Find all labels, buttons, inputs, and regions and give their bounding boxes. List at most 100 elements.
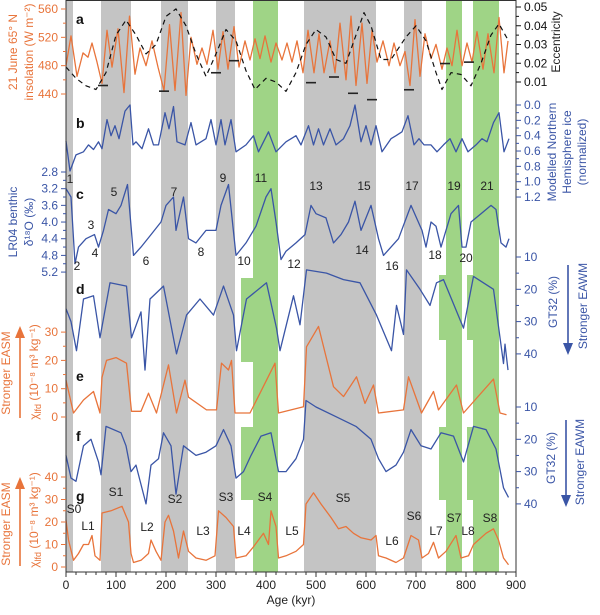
- ice-axis-label-line3: (normalized): [575, 119, 589, 186]
- y-tick-label: 5.2: [41, 265, 58, 279]
- panel-letter-f: f: [76, 428, 81, 444]
- y-tick-label: 0.02: [524, 56, 548, 70]
- x-tick-label: 300: [206, 578, 226, 592]
- series-line-panel-g: [65, 492, 510, 566]
- x-tick-label: 400: [256, 578, 276, 592]
- y-tick-label: 3.2: [41, 182, 58, 196]
- series-line-panel-a: [65, 11, 509, 97]
- x-tick-label: 600: [356, 578, 376, 592]
- mis-stage-label: 21: [480, 179, 494, 193]
- mis-stage-label: 6: [143, 254, 150, 268]
- soil-loess-unit-label: L8: [461, 524, 475, 538]
- soil-loess-unit-label: L2: [140, 520, 154, 534]
- mis-stage-label: 2: [74, 259, 81, 273]
- y-tick-label: 480: [38, 59, 58, 73]
- soil-loess-unit-label: L7: [429, 524, 443, 538]
- mis-stage-label: 18: [428, 248, 442, 262]
- mis-stage-label: 12: [287, 257, 301, 271]
- arrow-down-icon: [563, 265, 573, 355]
- soil-loess-unit-label: L1: [81, 519, 95, 533]
- y-tick-label: 0.8: [524, 159, 541, 173]
- chi-symbol: χ: [27, 413, 41, 420]
- chi-g-axis-label: χlfd (10⁻⁸ m³ kg⁻¹): [27, 472, 43, 568]
- eawm-d-arrow-label: Stronger EAWM: [576, 263, 590, 349]
- y-tick-label: 20: [45, 353, 59, 367]
- soil-loess-unit-label: S7: [447, 511, 462, 525]
- y-tick-label: 0.6: [524, 144, 541, 158]
- easm-e-arrow-label: Stronger EASM: [0, 331, 13, 414]
- chi-units: (10⁻⁸ m³ kg⁻¹): [27, 324, 41, 404]
- y-tick-label: 10: [45, 382, 59, 396]
- series-line-panel-d: [65, 269, 509, 371]
- soil-loess-unit-label: S5: [336, 491, 351, 505]
- mis-stage-label: 10: [237, 254, 251, 268]
- interglacial-band-grey: [304, 0, 376, 572]
- y-tick-label: 440: [38, 87, 58, 101]
- panel-letter-e: e: [76, 368, 84, 384]
- soil-loess-unit-label: L3: [196, 524, 210, 538]
- y-tick-label: 4.0: [41, 215, 58, 229]
- ice-axis-label-line2: Hemisphere ice: [560, 110, 574, 194]
- y-tick-label: 0.2: [524, 113, 541, 127]
- mis-stage-label: 5: [111, 185, 118, 199]
- y-tick-label: 1.0: [524, 175, 541, 189]
- soil-loess-unit-label: S0: [67, 502, 82, 516]
- y-tick-label: 520: [38, 30, 58, 44]
- mis-stage-label: 8: [198, 245, 205, 259]
- mis-stage-label: 11: [255, 171, 268, 185]
- y-tick-label: 560: [38, 2, 58, 16]
- mis-stage-label: 14: [355, 243, 369, 257]
- y-tick-label: 1.2: [524, 190, 541, 204]
- series-line-panel-a-eccentricity: [65, 8, 510, 92]
- x-tick-label: 900: [506, 578, 526, 592]
- soil-loess-unit-label: S8: [483, 511, 498, 525]
- x-tick-label: 0: [63, 578, 70, 592]
- chi-symbol: χ: [27, 561, 41, 568]
- y-tick-label: 10: [45, 538, 59, 552]
- soil-loess-unit-label: S4: [258, 490, 273, 504]
- y-tick-label: 2.8: [41, 165, 58, 179]
- eccentricity-axis-label: Eccentricity: [549, 11, 563, 72]
- gt32-f-axis-label: GT32 (%): [544, 432, 558, 484]
- y-tick-label: 4.8: [41, 248, 58, 262]
- soil-loess-unit-label: S6: [407, 509, 422, 523]
- band-green: [446, 0, 462, 572]
- band-green-extension: [467, 275, 474, 340]
- soil-loess-unit-label: S3: [219, 490, 234, 504]
- mis-stage-label: 17: [405, 179, 419, 193]
- axes: 0 100 200 300 400 500 600 700 800 900440480520560…: [38, 0, 548, 592]
- chi-units: (10⁻⁸ m³ kg⁻¹): [27, 472, 41, 552]
- y-tick-label: 20: [524, 432, 538, 446]
- climate-bands: [66, 0, 499, 572]
- soil-loess-unit-label: L4: [237, 524, 251, 538]
- arrow-down-icon: [561, 420, 571, 507]
- eawm-f-arrow-label: Stronger EAWM: [573, 419, 587, 505]
- soil-loess-unit-label: S2: [168, 492, 183, 506]
- mis-stage-label: 4: [92, 246, 99, 260]
- panel-letter-c: c: [76, 186, 84, 202]
- series-line-panel-b: [65, 104, 510, 172]
- y-tick-label: 40: [524, 347, 538, 361]
- band-green-extension: [241, 278, 254, 362]
- y-tick-label: 0.4: [524, 129, 541, 143]
- mis-stage-label: 19: [447, 179, 461, 193]
- soil-loess-unit-label: S1: [109, 485, 124, 499]
- y-tick-label: 30: [45, 325, 59, 339]
- insolation-axis-label-line1: 21 June 65° N: [6, 14, 20, 90]
- annotations: 123456789101112131415161718192021S0L1S1L…: [67, 171, 498, 548]
- x-tick-label: 200: [156, 578, 176, 592]
- y-tick-label: 0.04: [524, 19, 548, 33]
- y-tick-label: 40: [45, 470, 59, 484]
- series-line-panel-c: [65, 183, 510, 265]
- band-green: [473, 0, 499, 572]
- interglacial-band-grey: [66, 0, 73, 572]
- series-line-panel-f: [65, 399, 510, 505]
- chi-subscript: lfd: [33, 552, 43, 562]
- band-green: [253, 0, 278, 572]
- x-tick-label: 100: [106, 578, 126, 592]
- mis-stage-label: 9: [220, 171, 227, 185]
- y-tick-label: 0: [51, 410, 58, 424]
- y-tick-label: 4.4: [41, 232, 58, 246]
- y-tick-label: 0.01: [524, 75, 548, 89]
